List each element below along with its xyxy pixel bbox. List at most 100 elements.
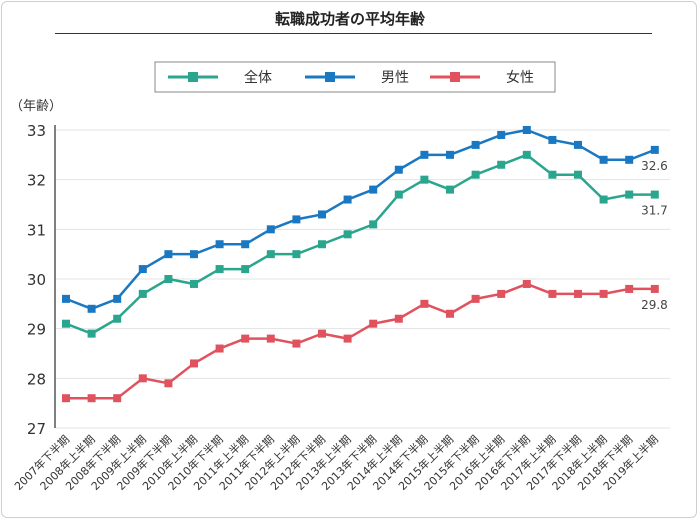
data-point xyxy=(497,130,506,139)
data-point xyxy=(497,289,506,298)
data-point xyxy=(548,170,557,179)
legend-label: 女性 xyxy=(506,69,534,86)
data-point xyxy=(343,230,352,239)
data-point xyxy=(625,155,634,164)
legend-item-1: 男性 xyxy=(305,70,409,86)
legend-marker xyxy=(325,72,335,82)
data-point xyxy=(522,126,531,134)
series-line xyxy=(65,153,655,335)
data-point xyxy=(62,394,70,403)
data-point xyxy=(599,195,608,204)
data-point xyxy=(215,344,224,353)
data-point xyxy=(266,225,275,234)
data-point xyxy=(625,190,634,199)
y-tick-label: 31 xyxy=(27,221,46,239)
series-2: 29.8 xyxy=(62,279,668,403)
data-point xyxy=(113,394,122,403)
data-point xyxy=(164,379,173,388)
data-point xyxy=(394,190,403,199)
series-1: 32.6 xyxy=(62,126,668,313)
data-point xyxy=(87,304,96,313)
data-point xyxy=(420,175,429,184)
data-point xyxy=(650,284,659,293)
legend-label: 男性 xyxy=(381,70,409,86)
legend-item-0: 全体 xyxy=(168,69,272,86)
end-data-label: 32.6 xyxy=(641,159,668,173)
data-point xyxy=(87,394,96,403)
data-point xyxy=(369,185,378,194)
data-point xyxy=(548,135,557,144)
data-point xyxy=(343,195,352,204)
data-point xyxy=(190,250,198,259)
data-point xyxy=(164,275,173,283)
series-line xyxy=(65,128,656,311)
y-tick-label: 30 xyxy=(27,271,46,289)
data-point xyxy=(62,319,70,328)
y-axis-label: （年齢） xyxy=(10,99,62,114)
y-tick-label: 29 xyxy=(27,321,46,339)
chart-title: 転職成功者の平均年齢 xyxy=(274,10,425,28)
data-point xyxy=(62,294,70,303)
data-point xyxy=(574,289,582,298)
data-point xyxy=(369,319,378,328)
data-point xyxy=(650,190,659,199)
data-point xyxy=(318,210,326,219)
data-point xyxy=(215,265,224,274)
data-point xyxy=(599,289,608,298)
legend-item-2: 女性 xyxy=(430,69,534,86)
data-point xyxy=(394,165,403,174)
data-point xyxy=(471,170,480,179)
data-point xyxy=(471,140,480,149)
data-point xyxy=(497,160,506,169)
data-point xyxy=(650,145,659,154)
end-data-label: 29.8 xyxy=(641,298,668,312)
data-point xyxy=(574,140,582,149)
data-point xyxy=(446,185,454,194)
data-point xyxy=(164,250,173,259)
data-point xyxy=(420,150,429,159)
y-tick-label: 28 xyxy=(27,370,46,388)
data-point xyxy=(318,329,326,338)
data-point xyxy=(215,240,224,249)
legend-marker xyxy=(450,72,460,82)
data-point xyxy=(138,374,147,383)
end-data-label: 31.7 xyxy=(641,204,668,218)
legend-label: 全体 xyxy=(244,69,272,86)
data-point xyxy=(138,265,147,274)
data-point xyxy=(394,314,403,323)
data-point xyxy=(471,294,480,303)
y-tick-label: 33 xyxy=(27,122,46,140)
y-tick-label: 32 xyxy=(27,172,46,190)
title-underline xyxy=(55,33,652,34)
data-point xyxy=(241,334,250,343)
data-point xyxy=(343,334,352,343)
data-point xyxy=(266,334,275,343)
series-line xyxy=(66,282,655,400)
data-point xyxy=(599,155,608,164)
data-point xyxy=(522,150,531,159)
series-0: 31.7 xyxy=(62,150,668,338)
data-point xyxy=(420,299,429,308)
data-point xyxy=(292,339,301,348)
data-point xyxy=(318,240,326,249)
data-point xyxy=(522,279,531,288)
data-point xyxy=(241,265,250,274)
y-tick-label: 27 xyxy=(27,420,46,438)
data-point xyxy=(369,220,378,229)
data-point xyxy=(241,240,250,249)
data-point xyxy=(113,314,122,323)
legend-marker xyxy=(188,72,198,82)
data-point xyxy=(87,329,96,338)
data-point xyxy=(548,289,557,298)
data-point xyxy=(292,250,301,259)
data-point xyxy=(574,170,582,179)
data-point xyxy=(113,294,122,303)
data-point xyxy=(292,215,301,224)
data-point xyxy=(266,250,275,259)
data-point xyxy=(625,284,634,293)
data-point xyxy=(446,150,454,159)
data-point xyxy=(138,289,147,298)
